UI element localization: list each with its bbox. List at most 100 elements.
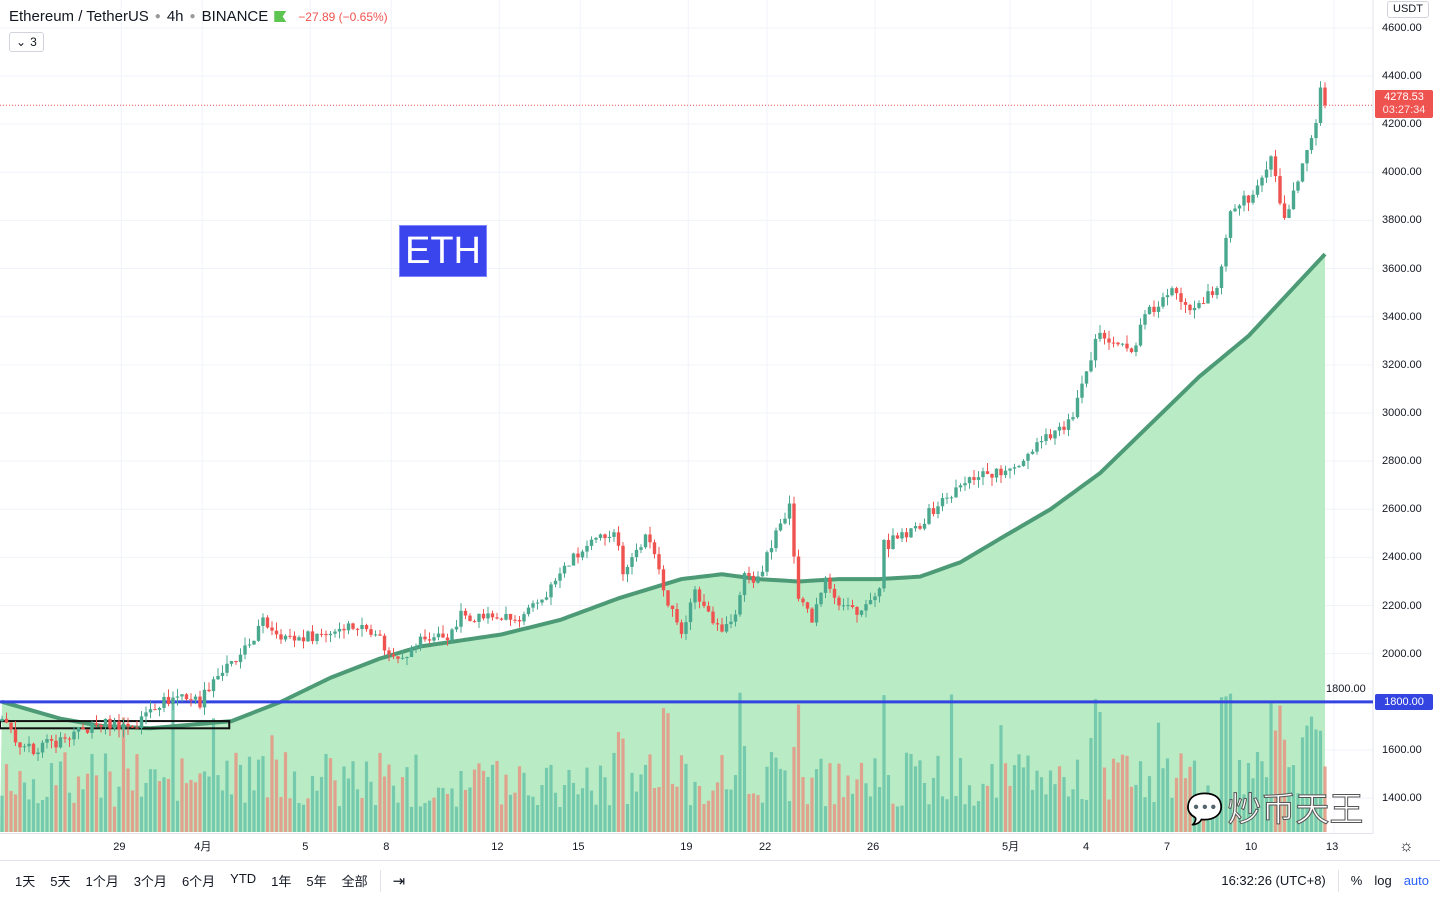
volume-bar — [882, 695, 886, 832]
candle-body — [1215, 288, 1219, 296]
candle-body — [679, 622, 684, 634]
volume-bar — [495, 760, 499, 832]
candle-body — [90, 723, 94, 733]
volume-bar — [1197, 800, 1201, 832]
candle-body — [697, 589, 702, 602]
volume-bar — [373, 805, 378, 832]
volume-bar — [229, 794, 234, 832]
candle-body — [279, 634, 283, 640]
percent-scale-button[interactable]: % — [1350, 873, 1363, 888]
range-button[interactable]: 1天 — [15, 874, 36, 889]
candle-body — [625, 566, 630, 575]
volume-bar — [895, 806, 900, 832]
volume-bar — [40, 800, 45, 832]
volume-bar — [1242, 794, 1246, 832]
candle-body — [607, 536, 612, 539]
volume-bar — [1170, 797, 1174, 832]
candle-body — [643, 534, 648, 548]
volume-bar — [1278, 705, 1282, 832]
indicators-toggle-button[interactable]: ⌄ 3 — [9, 32, 44, 52]
candle-body — [1242, 195, 1246, 206]
volume-bar — [630, 772, 634, 832]
range-button[interactable]: 6个月 — [181, 874, 216, 889]
y-tick-label: 2000.00 — [1382, 647, 1422, 660]
volume-bar — [1192, 760, 1197, 832]
volume-bar — [432, 797, 436, 832]
candle-body — [900, 532, 904, 539]
candle-body — [1003, 470, 1008, 476]
volume-bar — [756, 795, 760, 832]
candle-body — [351, 623, 355, 629]
candle-body — [576, 553, 580, 558]
candle-body — [886, 540, 891, 549]
currency-button[interactable]: USDT — [1387, 1, 1429, 18]
interval[interactable]: 4h — [166, 8, 184, 25]
candle-body — [463, 610, 468, 616]
range-button[interactable]: 1个月 — [85, 874, 119, 889]
volume-bar — [288, 798, 292, 832]
candle-body — [238, 654, 243, 663]
exchange: BINANCE — [201, 8, 269, 25]
range-button[interactable]: YTD — [230, 871, 257, 886]
goto-date-icon[interactable]: ⇥ — [392, 872, 406, 890]
clock-time[interactable]: 16:32:26 (UTC+8) — [1221, 873, 1326, 888]
candle-body — [688, 602, 693, 623]
price-chart[interactable] — [0, 0, 1440, 833]
range-button[interactable]: 3个月 — [133, 874, 167, 889]
candle-body — [774, 530, 778, 549]
candle-body — [342, 628, 346, 631]
candle-body — [472, 621, 477, 623]
volume-bar — [54, 785, 58, 832]
volume-bar — [400, 777, 405, 832]
candle-body — [1192, 307, 1197, 311]
volume-bar — [247, 756, 252, 832]
volume-bar — [1210, 795, 1215, 832]
volume-bar — [126, 768, 130, 832]
volume-bar — [877, 787, 882, 832]
candle-body — [1314, 123, 1318, 139]
candle-body — [783, 518, 787, 524]
volume-bar — [31, 779, 36, 832]
eth-text-label[interactable]: ETH — [399, 225, 487, 277]
volume-bar — [801, 777, 805, 832]
volume-bar — [427, 800, 432, 832]
volume-bar — [522, 772, 526, 832]
volume-bar — [904, 752, 909, 832]
volume-bar — [9, 790, 13, 832]
auto-scale-button[interactable]: auto — [1403, 873, 1429, 888]
time-axis[interactable]: 29 4月 5 8 12 15 19 22 26 5月 4 7 10 13 — [0, 833, 1373, 860]
candle-body — [18, 742, 22, 748]
volume-bar — [670, 783, 675, 832]
volume-bar — [49, 763, 54, 832]
range-button[interactable]: 1年 — [271, 874, 292, 889]
volume-bar — [1156, 722, 1161, 832]
symbol-name[interactable]: Ethereum / TetherUS — [9, 8, 149, 25]
volume-bar — [652, 788, 657, 832]
volume-bar — [1102, 767, 1107, 832]
candle-body — [850, 605, 855, 608]
volume-bar — [301, 804, 306, 832]
volume-bar — [220, 790, 225, 832]
volume-bar — [1084, 799, 1089, 832]
volume-bar — [985, 785, 990, 832]
y-tick-label: 3200.00 — [1382, 358, 1422, 371]
log-scale-button[interactable]: log — [1374, 873, 1392, 888]
volume-bar — [378, 752, 382, 832]
volume-bar — [702, 803, 706, 832]
range-button[interactable]: 全部 — [341, 874, 368, 889]
volume-bar — [819, 758, 823, 832]
y-tick-label: 2200.00 — [1382, 599, 1422, 612]
candle-body — [166, 696, 171, 704]
chart-legend: Ethereum / TetherUS ● 4h ● BINANCE −27.89 … — [9, 8, 388, 25]
candle-body — [27, 743, 31, 747]
volume-bar — [468, 787, 472, 832]
range-button[interactable]: 5天 — [50, 874, 71, 889]
range-button[interactable]: 5年 — [306, 874, 327, 889]
x-tick-label: 12 — [491, 841, 504, 853]
candle-body — [1147, 306, 1152, 315]
volume-bar — [535, 805, 540, 832]
volume-bar — [1053, 784, 1057, 832]
candle-body — [675, 609, 679, 623]
settings-gear-icon[interactable]: ☼ — [1399, 838, 1414, 855]
candle-body — [630, 557, 634, 567]
